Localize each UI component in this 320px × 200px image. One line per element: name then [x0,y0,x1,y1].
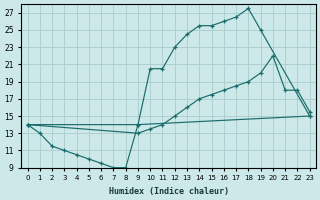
X-axis label: Humidex (Indice chaleur): Humidex (Indice chaleur) [108,187,228,196]
